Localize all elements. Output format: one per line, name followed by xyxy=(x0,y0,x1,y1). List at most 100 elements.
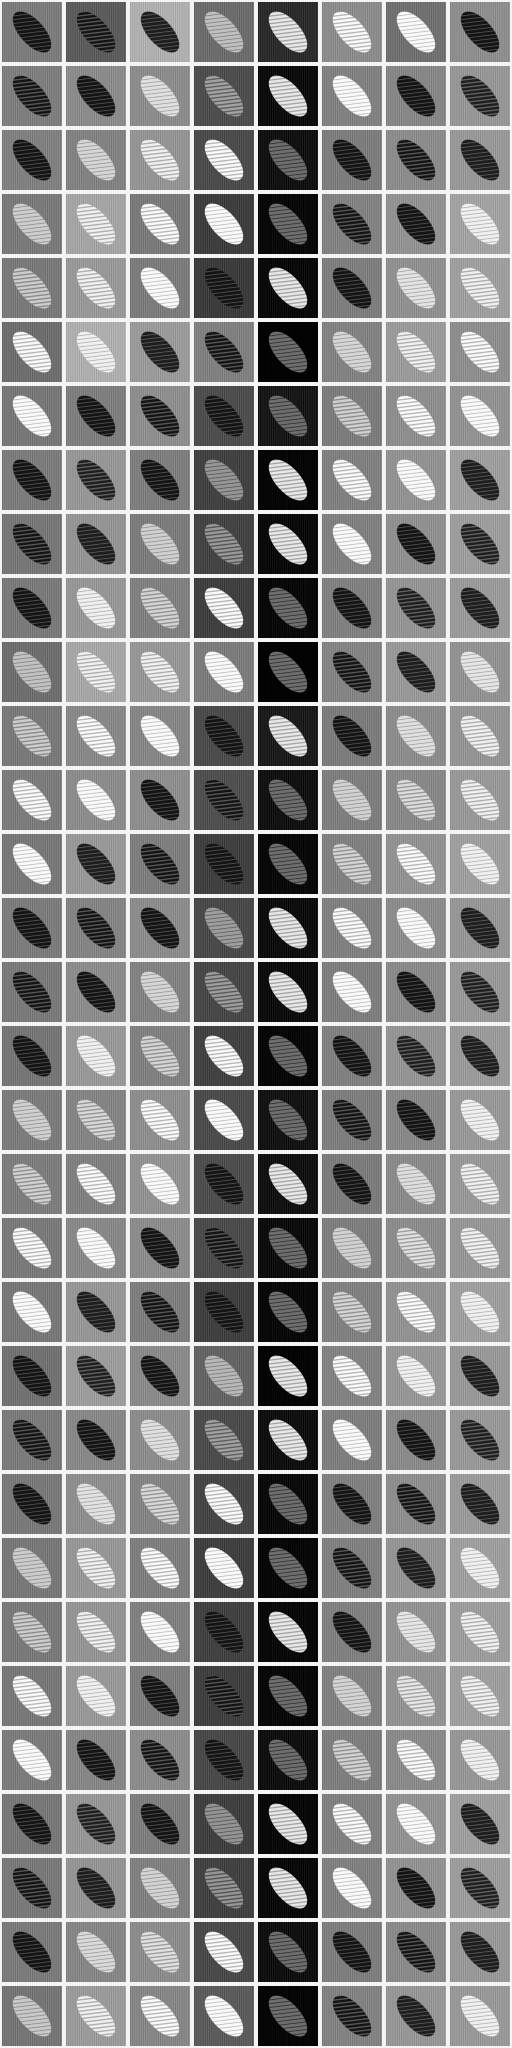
feature-map-tile xyxy=(448,1536,512,1600)
feature-map-tile xyxy=(256,448,320,512)
feature-map-tile xyxy=(384,384,448,448)
feature-map-image xyxy=(194,1218,254,1278)
feature-map-tile xyxy=(320,192,384,256)
feature-map-image xyxy=(450,1154,510,1214)
ellipse-blob xyxy=(204,75,244,117)
ellipse-blob xyxy=(396,1803,436,1845)
feature-map-tile xyxy=(256,1664,320,1728)
ellipse-blob xyxy=(268,1227,308,1269)
feature-map-tile xyxy=(64,832,128,896)
ellipse-blob xyxy=(12,459,52,501)
ellipse-blob xyxy=(396,1867,436,1909)
feature-map-image xyxy=(194,578,254,638)
feature-map-image xyxy=(2,1666,62,1726)
ellipse-blob xyxy=(204,651,244,693)
feature-map-tile xyxy=(64,704,128,768)
feature-map-image xyxy=(130,1602,190,1662)
feature-map-tile xyxy=(448,832,512,896)
ellipse-blob xyxy=(140,1163,180,1205)
feature-map-tile xyxy=(128,1856,192,1920)
feature-map-tile xyxy=(0,1344,64,1408)
feature-map-tile xyxy=(192,1408,256,1472)
feature-map-image xyxy=(66,130,126,190)
feature-map-image xyxy=(450,1474,510,1534)
ellipse-blob xyxy=(332,203,372,245)
feature-map-image xyxy=(450,1218,510,1278)
feature-map-image xyxy=(386,834,446,894)
feature-map-image xyxy=(322,1986,382,2046)
ellipse-blob xyxy=(140,971,180,1013)
feature-map-image xyxy=(258,1346,318,1406)
feature-map-image xyxy=(386,1730,446,1790)
ellipse-blob xyxy=(204,1163,244,1205)
ellipse-blob xyxy=(12,523,52,565)
feature-map-image xyxy=(66,1410,126,1470)
feature-map-tile xyxy=(384,896,448,960)
ellipse-blob xyxy=(140,1995,180,2037)
ellipse-blob xyxy=(204,1931,244,1973)
ellipse-blob xyxy=(76,1867,116,1909)
feature-map-tile xyxy=(320,1984,384,2048)
ellipse-blob xyxy=(204,11,244,53)
feature-map-image xyxy=(258,834,318,894)
feature-map-tile xyxy=(448,1088,512,1152)
ellipse-blob xyxy=(76,1163,116,1205)
ellipse-blob xyxy=(140,1291,180,1333)
ellipse-blob xyxy=(396,203,436,245)
ellipse-blob xyxy=(268,971,308,1013)
ellipse-blob xyxy=(268,1483,308,1525)
feature-map-image xyxy=(130,194,190,254)
feature-map-tile xyxy=(320,1536,384,1600)
feature-map-tile xyxy=(320,1088,384,1152)
ellipse-blob xyxy=(268,203,308,245)
feature-map-image xyxy=(194,194,254,254)
ellipse-blob xyxy=(12,395,52,437)
feature-map-image xyxy=(258,1730,318,1790)
feature-map-image xyxy=(130,1538,190,1598)
feature-map-tile xyxy=(256,192,320,256)
feature-map-image xyxy=(130,1026,190,1086)
feature-map-tile xyxy=(64,384,128,448)
feature-map-tile xyxy=(448,1152,512,1216)
ellipse-blob xyxy=(460,331,500,373)
feature-map-image xyxy=(2,1410,62,1470)
ellipse-blob xyxy=(76,1995,116,2037)
feature-map-image xyxy=(2,642,62,702)
feature-map-image xyxy=(386,706,446,766)
feature-map-image xyxy=(258,898,318,958)
feature-map-tile xyxy=(128,1536,192,1600)
feature-map-tile xyxy=(128,704,192,768)
ellipse-blob xyxy=(332,843,372,885)
feature-map-image xyxy=(386,1922,446,1982)
feature-map-tile xyxy=(192,256,256,320)
feature-map-image xyxy=(386,898,446,958)
feature-map-tile xyxy=(384,1408,448,1472)
feature-map-image xyxy=(194,1026,254,1086)
ellipse-blob xyxy=(268,1675,308,1717)
feature-map-tile xyxy=(64,1344,128,1408)
feature-map-image xyxy=(66,514,126,574)
feature-map-tile xyxy=(384,1920,448,1984)
feature-map-image xyxy=(258,1538,318,1598)
feature-map-image xyxy=(194,1858,254,1918)
feature-map-image xyxy=(386,2,446,62)
ellipse-blob xyxy=(12,203,52,245)
feature-map-tile xyxy=(0,1856,64,1920)
feature-map-image xyxy=(2,1346,62,1406)
feature-map-image xyxy=(194,962,254,1022)
feature-map-tile xyxy=(128,1408,192,1472)
feature-map-image xyxy=(2,1154,62,1214)
feature-map-image xyxy=(2,834,62,894)
feature-map-tile xyxy=(320,1856,384,1920)
feature-map-image xyxy=(386,1666,446,1726)
feature-map-tile xyxy=(384,1344,448,1408)
feature-map-image xyxy=(2,194,62,254)
feature-map-image xyxy=(322,322,382,382)
feature-map-tile xyxy=(192,576,256,640)
ellipse-blob xyxy=(332,1099,372,1141)
ellipse-blob xyxy=(204,1611,244,1653)
feature-map-image xyxy=(386,962,446,1022)
feature-map-image xyxy=(258,1794,318,1854)
ellipse-blob xyxy=(204,395,244,437)
feature-map-tile xyxy=(448,192,512,256)
